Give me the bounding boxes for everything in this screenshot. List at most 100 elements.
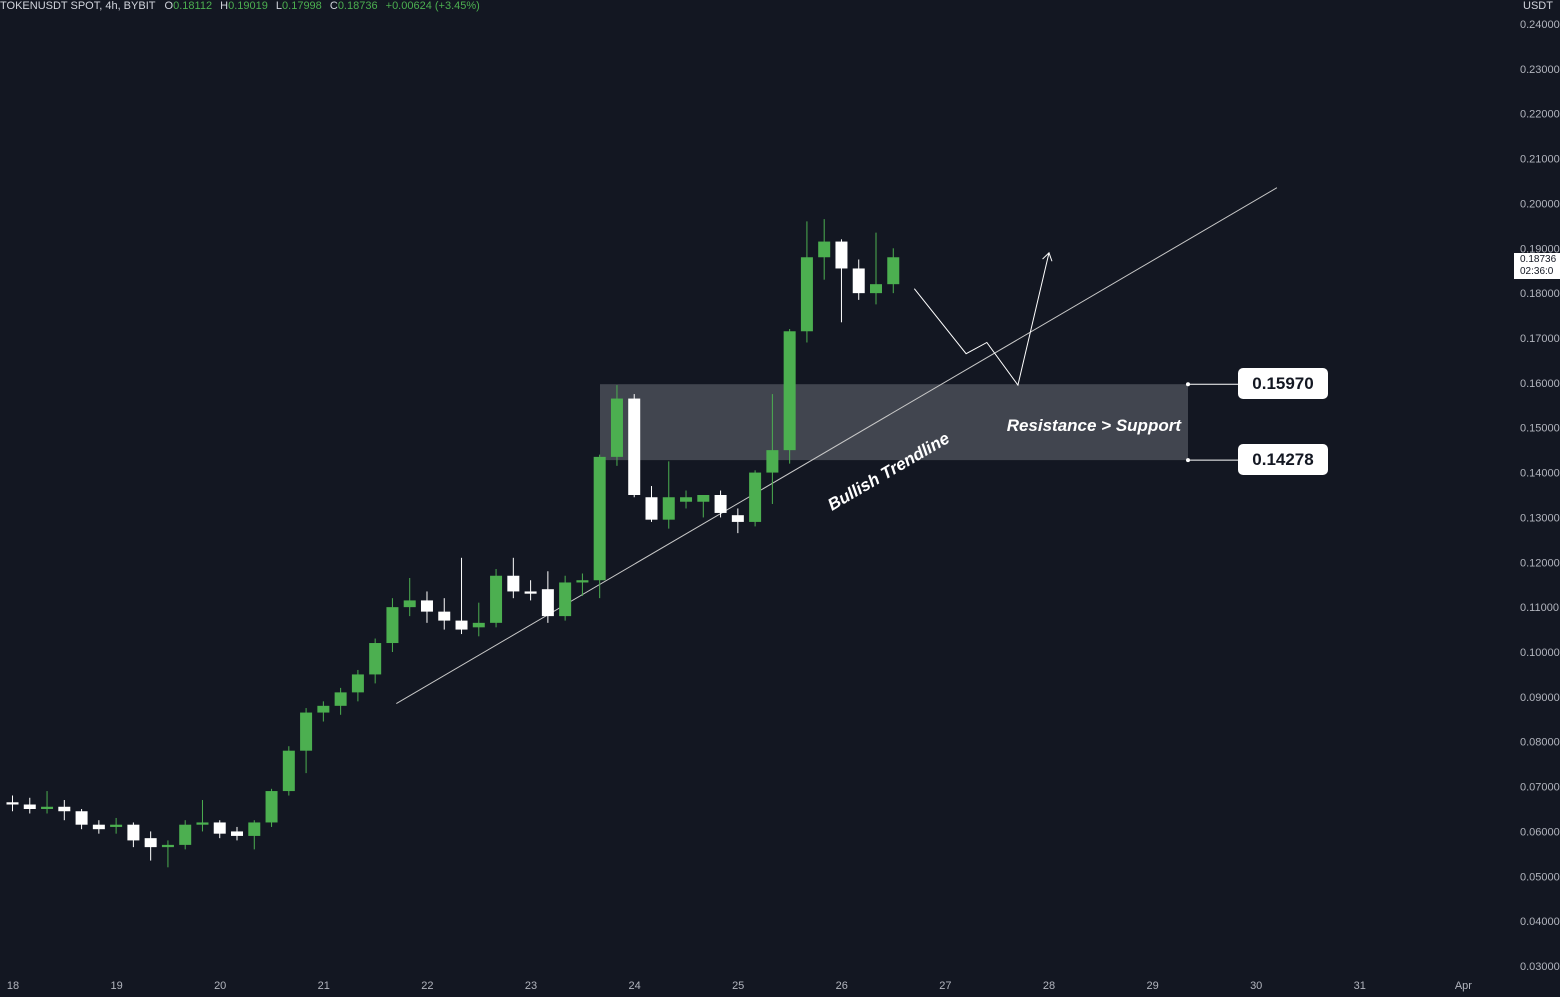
bullish-trendline[interactable] (396, 187, 1278, 705)
x-tick-label: 31 (1354, 980, 1366, 992)
close-label: C (329, 0, 338, 12)
candle-body (334, 692, 347, 706)
y-tick-label: 0.18000 (1520, 288, 1560, 300)
candle (334, 687, 347, 715)
candle-body (766, 450, 779, 473)
bar-countdown: 02:36:0 (1520, 266, 1554, 277)
candle (541, 571, 554, 623)
candle (835, 239, 848, 323)
candle-body (6, 802, 19, 805)
x-tick-label: 27 (939, 980, 951, 992)
zone-label: Resistance > Support (1007, 416, 1183, 435)
candle-body (127, 824, 140, 841)
candle-body (369, 643, 382, 675)
candle (265, 788, 278, 827)
candle (161, 840, 174, 868)
low-label: L (275, 0, 283, 12)
candle-body (23, 804, 36, 809)
candle (248, 820, 261, 850)
candle (576, 573, 589, 596)
candle (766, 394, 779, 504)
candles-layer (6, 219, 900, 868)
high-label: H (220, 0, 229, 12)
x-tick-label: 30 (1250, 980, 1262, 992)
candle-body (870, 284, 882, 294)
symbol-legend: TOKENUSDT SPOT, 4h, BYBIT O0.18112 H0.19… (0, 0, 485, 13)
candle-body (852, 268, 865, 294)
candle-body (455, 620, 468, 630)
candle (593, 454, 606, 599)
candle (75, 809, 88, 830)
y-tick-label: 0.05000 (1520, 871, 1560, 883)
candle (490, 569, 503, 628)
candle-body (420, 600, 433, 612)
candle (731, 508, 744, 534)
candle (438, 598, 451, 630)
candle (420, 591, 433, 623)
y-tick-label: 0.13000 (1520, 512, 1560, 524)
candle-body (300, 712, 313, 751)
candle (213, 820, 226, 839)
candle (369, 638, 382, 684)
candle (386, 598, 399, 652)
close-value: 0.18736 (337, 0, 378, 12)
y-tick-label: 0.14000 (1520, 468, 1560, 480)
y-tick-label: 0.19000 (1520, 243, 1560, 255)
y-tick-label: 0.15000 (1520, 423, 1560, 435)
x-tick-label: 18 (7, 980, 19, 992)
candle (628, 394, 641, 498)
x-tick-label: 20 (214, 980, 226, 992)
candle-body (41, 806, 54, 809)
candle (680, 490, 693, 509)
candle-body (576, 580, 589, 583)
candle (818, 219, 831, 280)
symbol-title: TOKENUSDT SPOT, 4h, BYBIT (0, 0, 156, 12)
projection-path (913, 252, 1050, 387)
candle-body (75, 811, 88, 825)
candle-body (144, 838, 157, 848)
currency-label: USDT (1523, 0, 1553, 12)
candle-body (800, 257, 813, 332)
y-tick-label: 0.16000 (1520, 378, 1560, 390)
low-value: 0.17998 (282, 0, 322, 12)
candle-body (559, 582, 572, 617)
candle (351, 669, 364, 702)
x-tick-label: 19 (110, 980, 122, 992)
change-value: +0.00624 (+3.45%) (385, 0, 480, 12)
candle-body (524, 591, 537, 594)
candle (110, 817, 123, 834)
candle-body (887, 257, 900, 285)
y-tick-label: 0.10000 (1520, 647, 1560, 659)
zone-rect (600, 384, 1188, 461)
candle (127, 822, 140, 848)
y-tick-label: 0.21000 (1520, 154, 1560, 166)
candle-body (783, 331, 796, 451)
candle-body (662, 497, 675, 520)
lower-level-label: 0.14278 (1238, 444, 1328, 475)
last-price-tag: 0.18736 02:36:0 (1514, 253, 1560, 279)
candle-body (593, 456, 606, 581)
y-tick-label: 0.12000 (1520, 557, 1560, 569)
candle-body (835, 241, 848, 269)
y-tick-label: 0.22000 (1520, 109, 1560, 121)
y-tick-label: 0.23000 (1520, 64, 1560, 76)
y-tick-label: 0.03000 (1520, 961, 1560, 973)
candle-body (282, 750, 295, 792)
support-resistance-zone-layer (600, 382, 1238, 463)
high-value: 0.19019 (228, 0, 268, 12)
lower-level-dot (1186, 458, 1190, 463)
candle-body (610, 398, 623, 457)
y-tick-label: 0.20000 (1520, 198, 1560, 210)
candle-body (507, 575, 520, 592)
projection-arrowhead (1042, 251, 1053, 262)
candle-body (92, 824, 105, 830)
candle (887, 248, 900, 294)
candle (196, 800, 209, 832)
candle-body (248, 822, 261, 836)
candle-body (438, 611, 451, 621)
candle (472, 602, 485, 637)
candle (524, 580, 537, 601)
candle-body (196, 822, 209, 825)
x-tick-label: 22 (421, 980, 433, 992)
